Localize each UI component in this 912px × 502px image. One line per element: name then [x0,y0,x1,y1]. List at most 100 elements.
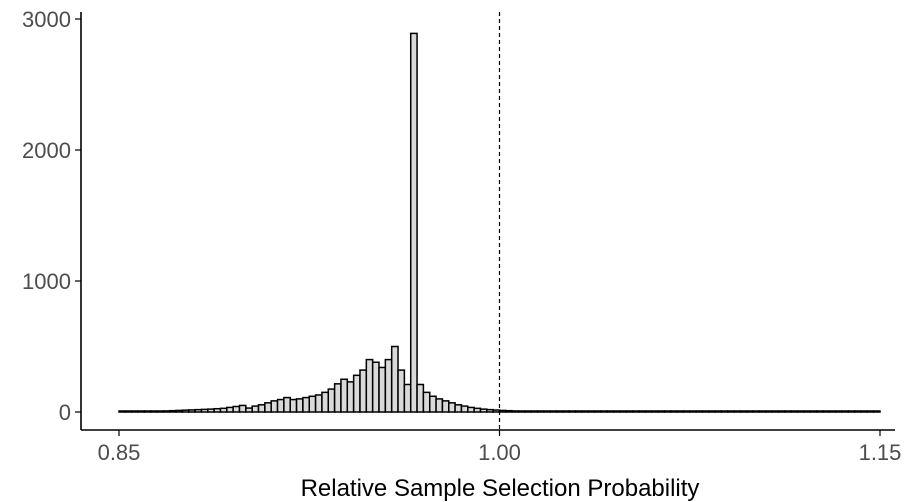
histogram-bar [746,410,754,413]
x-tick-label: 1.15 [859,440,902,465]
histogram-bar [397,369,406,413]
histogram-bar [790,410,799,413]
histogram-bar [124,410,133,413]
histogram-bar [371,361,380,413]
histogram-bar [226,406,234,413]
x-tick-label: 1.00 [478,440,521,465]
histogram-bar [149,410,158,413]
histogram-bar [467,406,475,413]
histogram-bar [593,410,602,413]
histogram-bar [638,410,647,413]
histogram-bar [251,405,260,413]
histogram-bar [752,410,761,413]
histogram-bar [143,410,152,413]
histogram-bar [841,410,850,413]
histogram-bar [308,395,317,413]
histogram-bar [130,410,139,413]
histogram-bar [574,410,583,413]
histogram-bar [727,410,735,413]
histogram-bar [676,410,685,413]
histogram-bar [168,409,177,413]
histogram-bar [860,410,869,413]
histogram-bar [853,410,862,413]
histogram-bar [390,345,399,413]
y-axis-ticks: 0 1000 2000 3000 [22,7,81,425]
histogram-bar [492,409,501,413]
histogram-bar [549,410,558,413]
histogram-bar [828,410,837,413]
histogram-bar [435,398,444,413]
histogram-bar [758,410,767,413]
histogram-bar [460,405,469,413]
histogram-bar [175,409,184,413]
histogram-bar [359,369,368,413]
histogram-bar [188,409,196,413]
histogram-bar [822,410,831,413]
x-axis-title: Relative Sample Selection Probability [301,475,700,502]
histogram-bar [314,394,323,413]
histogram-bar [365,358,374,413]
histogram-bar [454,404,463,413]
histogram-bar [422,391,431,413]
histogram-bar [606,410,615,413]
histogram-bar [245,407,253,413]
histogram-bar [631,410,640,413]
histogram-bar [511,410,520,413]
histogram-bar [568,410,577,413]
histogram-bar [689,410,697,413]
histogram-bar [517,410,526,413]
histogram-bar [695,410,704,413]
histogram-bar [847,410,856,413]
histogram-bar [777,410,786,413]
histogram-bar [289,398,298,413]
histogram-bar [536,410,545,413]
histogram-bar [378,366,387,413]
histogram-bar [333,383,342,413]
histogram-bar [866,410,875,413]
histogram-bar [137,410,146,413]
histogram-bar [733,410,742,413]
y-tick-label: 3000 [22,7,71,32]
histogram-bar [219,407,228,413]
histogram-bar [352,374,361,413]
histogram-bar [650,410,659,413]
histogram-bar [321,391,330,413]
histogram-bar [207,408,215,413]
histogram-bar [682,410,691,413]
histogram-bar [803,410,811,413]
histogram-bar [644,410,653,413]
histogram-bar [625,410,634,413]
histogram-bar [403,383,412,413]
histogram-bar [562,410,571,413]
histogram-bar [473,407,482,413]
histogram-bar [486,408,494,413]
histogram-bar [708,410,716,413]
histogram-bar [619,410,628,413]
histogram-bar [384,358,393,413]
histogram-bar [200,408,209,413]
histogram-bar [327,388,336,413]
histogram-bar [162,410,171,413]
histogram-bar [213,407,222,413]
histogram-bar [232,405,241,413]
histogram-bar [530,410,539,413]
histogram-bar [815,410,824,413]
histogram-bar [257,404,266,413]
histogram-bar [784,410,792,413]
histogram-bar [543,410,551,413]
histogram-bar [555,410,564,413]
histogram-bar [118,410,127,413]
histogram-bar [409,32,418,413]
histogram-bar [181,409,190,413]
histogram-bar [346,381,355,413]
histogram-bar [428,395,437,413]
histogram-bar [600,410,609,413]
histogram-bar [524,410,532,413]
histogram-bar [194,408,203,413]
histogram-bar [796,410,805,413]
histogram-bar [581,410,590,413]
y-tick-label: 1000 [22,269,71,294]
histogram-bar [498,409,507,413]
histogram-bar [264,402,272,413]
histogram-bar [276,398,285,413]
